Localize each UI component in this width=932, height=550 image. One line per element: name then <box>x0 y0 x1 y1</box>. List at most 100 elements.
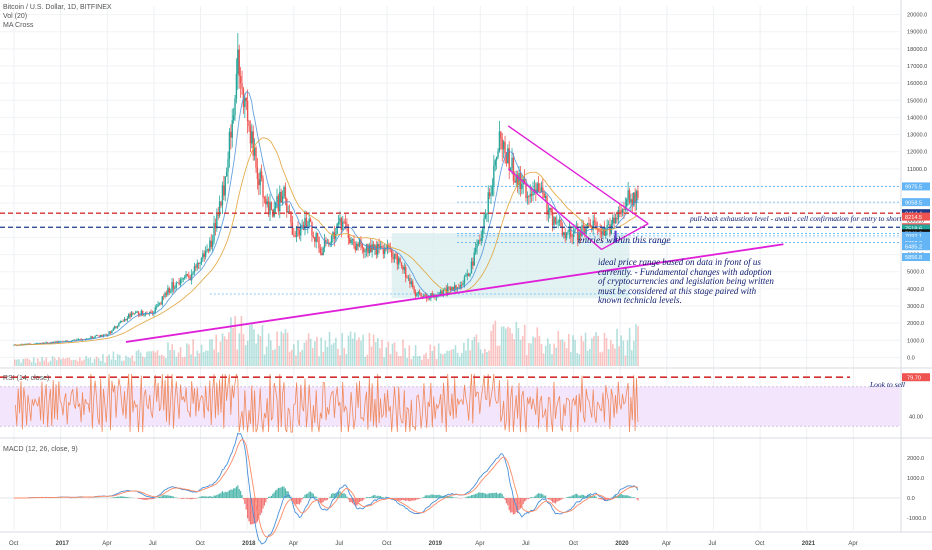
macd-histogram-bar <box>226 492 228 498</box>
candle-body <box>595 222 597 229</box>
candle-body <box>493 165 495 186</box>
macd-histogram-bar <box>533 496 536 498</box>
volume-bar <box>408 345 411 366</box>
candle-body <box>599 230 601 232</box>
candle-body <box>417 292 419 294</box>
volume-bar <box>353 332 356 366</box>
volume-bar <box>599 352 602 366</box>
macd-histogram-bar <box>371 495 373 498</box>
volume-bar <box>347 335 350 366</box>
price-axis-tick-label: 18000.0 <box>907 47 927 53</box>
candle-body <box>193 266 196 273</box>
price-axis-tick-label: 3000.0 <box>907 304 924 310</box>
candle-body <box>328 242 330 245</box>
candle-body <box>466 273 468 276</box>
candle-body <box>251 131 253 144</box>
volume-bar <box>263 354 266 366</box>
ma-cross-legend[interactable]: MA Cross <box>3 22 34 29</box>
candle-body <box>588 223 590 224</box>
candle-body <box>501 138 503 150</box>
macd-histogram-bar <box>507 498 509 506</box>
volume-bar <box>204 350 207 366</box>
candle-body <box>108 331 110 335</box>
macd-histogram-bar <box>609 498 611 499</box>
volume-bar <box>572 335 574 366</box>
macd-histogram-bar <box>423 496 425 498</box>
macd-histogram-bar <box>473 494 475 498</box>
macd-histogram-bar <box>525 498 527 501</box>
price-badge-bg <box>902 182 930 191</box>
candle-body <box>196 262 198 268</box>
candle-body <box>314 237 316 242</box>
candle-body <box>225 171 228 177</box>
macd-histogram-bar <box>237 485 239 498</box>
macd-histogram-bar <box>235 486 238 498</box>
candle-body <box>409 277 411 285</box>
ideal-range-line-5: known technicla levels. <box>598 295 682 305</box>
volume-bar <box>580 335 583 366</box>
volume-bar <box>270 340 272 366</box>
macd-histogram-bar <box>584 495 586 498</box>
candle-body <box>399 258 401 263</box>
price-axis-tick-label: 5000.0 <box>907 270 924 276</box>
candle-body <box>326 242 329 244</box>
volume-bar <box>219 341 222 366</box>
macd-histogram-bar <box>184 498 186 499</box>
volume-legend[interactable]: Vol (20) <box>3 13 28 20</box>
volume-bar <box>198 353 201 366</box>
volume-bar <box>320 337 322 366</box>
macd-histogram-bar <box>413 498 415 501</box>
candle-body <box>532 191 534 196</box>
candle-body <box>216 214 218 229</box>
volume-bar <box>150 351 152 366</box>
volume-bar <box>190 354 192 366</box>
macd-histogram-bar <box>325 498 327 501</box>
candle-body <box>293 234 295 236</box>
candle-body <box>91 336 94 339</box>
macd-histogram-bar <box>491 493 494 498</box>
volume-bar <box>102 354 104 366</box>
volume-bar <box>502 326 505 366</box>
volume-bar <box>381 339 383 366</box>
candle-body <box>346 223 348 227</box>
macd-histogram-bar <box>116 496 119 498</box>
volume-bar <box>259 336 262 366</box>
macd-histogram-bar <box>319 498 321 503</box>
macd-histogram-bar <box>635 498 638 499</box>
price-badge-bg <box>902 242 930 251</box>
candle-body <box>294 235 296 237</box>
volume-bar <box>165 358 167 366</box>
candle-body <box>137 311 140 316</box>
macd-histogram-bar <box>269 496 271 498</box>
volume-bar <box>383 357 385 366</box>
volume-bar <box>18 359 20 366</box>
price-badge-bg <box>902 231 930 240</box>
volume-bar <box>609 340 612 366</box>
candle-body <box>13 344 15 346</box>
macd-histogram-bar <box>581 494 583 498</box>
macd-histogram-bar <box>626 495 628 498</box>
volume-bar <box>341 332 343 366</box>
rsi-legend[interactable]: RSI (14, close) <box>3 375 50 382</box>
volume-bar <box>89 357 92 366</box>
macd-histogram-bar <box>200 496 203 498</box>
candle-body <box>244 97 246 108</box>
candle-body <box>220 201 222 206</box>
macd-histogram-bar <box>468 496 470 498</box>
macd-histogram-bar <box>242 498 245 500</box>
candle-body <box>104 334 106 336</box>
volume-bar <box>425 352 427 366</box>
volume-bar <box>91 362 94 366</box>
time-axis-tick-label: Oct <box>755 541 765 547</box>
candle-body <box>633 192 635 206</box>
symbol-legend[interactable]: Bitcoin / U.S. Dollar, 1D, BITFINEX <box>3 4 112 11</box>
volume-bar <box>412 355 415 366</box>
macd-histogram-bar <box>357 498 359 505</box>
candle-body <box>190 273 193 281</box>
macd-histogram-bar <box>487 493 489 498</box>
macd-legend[interactable]: MACD (12, 26, close, 9) <box>3 446 78 453</box>
candle-body <box>134 312 137 314</box>
candle-body <box>148 311 151 314</box>
macd-histogram-bar <box>524 498 526 502</box>
macd-histogram-bar <box>428 495 431 498</box>
